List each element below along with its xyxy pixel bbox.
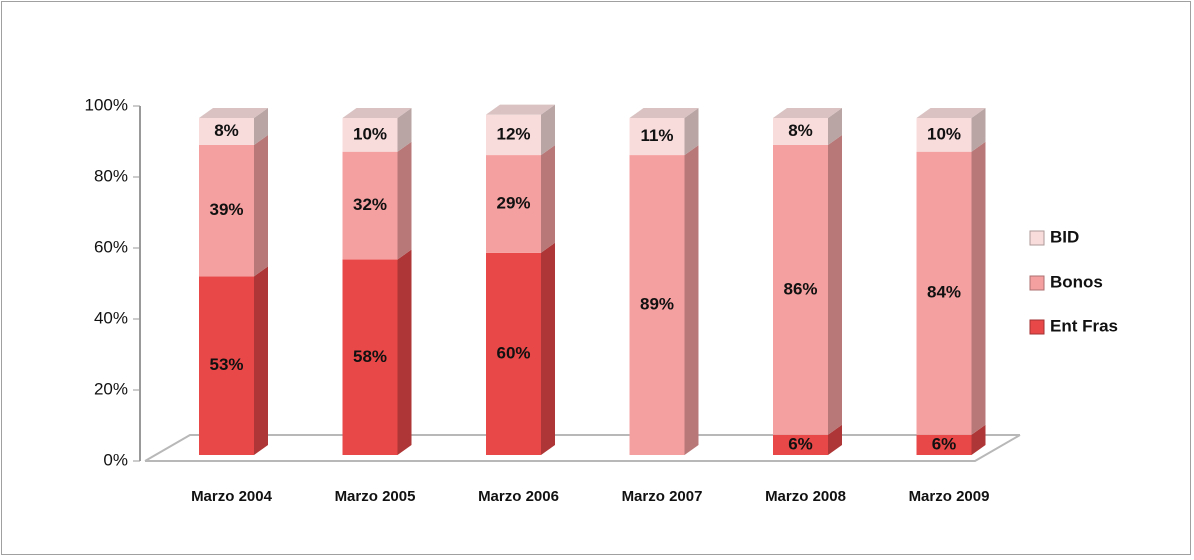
x-tick-label: Marzo 2007	[622, 488, 703, 505]
bar-side	[684, 145, 699, 455]
data-label: 39%	[209, 200, 243, 219]
data-label: 86%	[783, 279, 817, 298]
bar-side	[254, 108, 268, 145]
y-tick-label: 80%	[94, 166, 128, 185]
legend-label: BID	[1050, 227, 1079, 246]
data-label: 6%	[932, 434, 957, 453]
bar-segment	[773, 118, 828, 145]
x-tick-label: Marzo 2008	[765, 488, 846, 505]
bar-side	[541, 145, 555, 253]
bar-segment	[199, 276, 254, 455]
data-label: 58%	[353, 347, 387, 366]
bar-side	[397, 249, 412, 455]
bar-segment	[916, 434, 972, 455]
bar-segment	[199, 118, 254, 145]
bar-side	[828, 108, 842, 145]
bar-side	[828, 424, 842, 455]
bar-segment	[486, 252, 541, 455]
bar-side	[397, 141, 412, 260]
data-label: 32%	[353, 195, 387, 214]
bar-segment	[916, 151, 972, 435]
bar-side	[254, 134, 268, 277]
data-label: 12%	[496, 124, 530, 143]
x-tick-label: Marzo 2005	[335, 488, 416, 505]
y-tick-label: 20%	[94, 379, 128, 398]
bar-side	[684, 108, 699, 156]
data-label: 6%	[788, 434, 813, 453]
bar-side	[971, 141, 986, 435]
bar-top	[773, 108, 842, 118]
x-tick-label: Marzo 2009	[909, 488, 990, 505]
bar-side	[971, 108, 986, 152]
data-label: 10%	[927, 124, 961, 143]
bar-segment	[342, 118, 398, 152]
bar-segment	[773, 434, 828, 455]
data-label: 60%	[496, 343, 530, 362]
legend-label: Bonos	[1050, 272, 1103, 291]
bar-segment	[916, 118, 972, 152]
bar-top	[199, 108, 268, 118]
y-tick-label: 40%	[94, 308, 128, 327]
data-label: 84%	[927, 283, 961, 302]
bar-segment	[629, 118, 685, 156]
bar-segment	[342, 259, 398, 455]
bar-side	[541, 104, 555, 156]
bar-side	[254, 266, 268, 455]
bar-segment	[342, 151, 398, 260]
bar-side	[971, 424, 986, 455]
bar-side	[828, 134, 842, 435]
floor	[139, 106, 1021, 462]
data-label: 53%	[209, 355, 243, 374]
y-tick-label: 0%	[103, 450, 128, 469]
data-label: 29%	[496, 193, 530, 212]
bar-segment	[486, 155, 541, 253]
bar-segment	[199, 144, 254, 277]
y-tick-label: 60%	[94, 237, 128, 256]
legend-label: Ent Fras	[1050, 316, 1118, 335]
data-label: 10%	[353, 124, 387, 143]
bar-segment	[486, 114, 541, 156]
data-label: 8%	[788, 121, 813, 140]
x-tick-label: Marzo 2006	[478, 488, 559, 505]
data-label: 89%	[640, 295, 674, 314]
legend-swatch	[1029, 230, 1045, 246]
bar-segment	[773, 144, 828, 435]
x-tick-label: Marzo 2004	[191, 488, 273, 505]
legend-swatch	[1029, 275, 1045, 291]
bar-segment	[629, 155, 685, 455]
bar-top	[916, 108, 986, 118]
bar-top	[486, 104, 555, 115]
data-label: 11%	[640, 126, 673, 145]
bar-side	[397, 108, 412, 152]
bar-top	[342, 108, 412, 118]
legend-swatch	[1029, 319, 1045, 335]
bar-top	[629, 108, 699, 118]
data-label: 8%	[214, 121, 239, 140]
bar-side	[541, 242, 555, 455]
y-tick-label: 100%	[85, 95, 128, 114]
